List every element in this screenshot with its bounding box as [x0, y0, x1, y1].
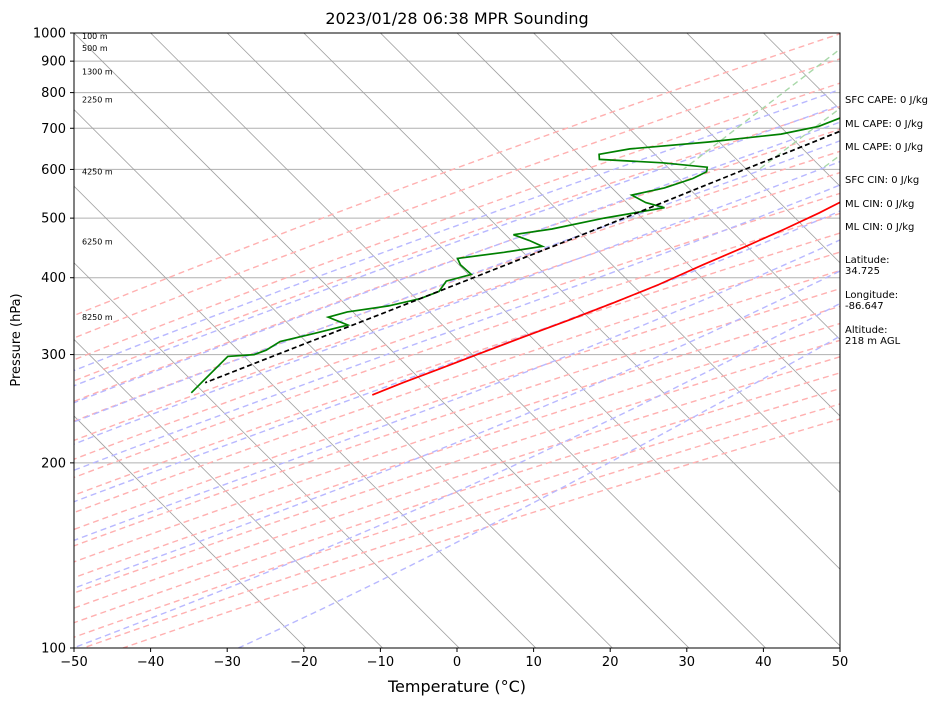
x-tick-label: 0: [453, 655, 461, 670]
moist-adiabat-line: [74, 160, 840, 445]
mixing-ratio-line: [758, 107, 840, 170]
y-tick-label: 300: [41, 348, 66, 363]
ml-cin-text-2: ML CIN: 0 J/kg: [845, 222, 915, 233]
x-axis-label: Temperature (°C): [387, 677, 526, 696]
dry-adiabat-line: [74, 58, 840, 339]
y-tick-label: 600: [41, 163, 66, 178]
x-tick-label: 50: [832, 655, 849, 670]
x-tick-label: −30: [213, 655, 240, 670]
ml-cape-text-1: ML CAPE: 0 J/kg: [845, 119, 924, 130]
isotherm-line: [533, 33, 840, 340]
y-tick-label: 900: [41, 55, 66, 70]
axis-ticks: −50 −40 −30 −20 −10 0 10 20 30 40 50 1000 900 800 700 6…: [33, 27, 848, 671]
longitude-text: Longitude: -86.647: [845, 290, 899, 312]
dry-adiabat-line: [74, 82, 840, 361]
isotherm-line: [74, 415, 307, 648]
x-tick-label: −10: [367, 655, 394, 670]
dry-adiabat-line: [74, 322, 840, 579]
isotherm-line: [456, 33, 840, 417]
moist-adiabat-line: [74, 184, 840, 471]
dry-adiabat-line: [74, 251, 840, 514]
height-label: 100 m: [82, 32, 108, 41]
y-tick-label: 400: [41, 271, 66, 286]
plot-frame: [73, 32, 841, 649]
isotherm-line: [74, 338, 383, 648]
y-tick-label: 800: [41, 86, 66, 101]
altitude-text: Altitude: 218 m AGL: [845, 325, 901, 347]
isotherm-line: [609, 33, 840, 264]
isotherm-line: [74, 262, 460, 648]
x-tick-label: −20: [290, 655, 317, 670]
moist-adiabat-line: [74, 302, 840, 648]
dry-adiabat-line: [74, 105, 840, 382]
x-tick-label: 20: [602, 655, 619, 670]
dry-adiabat-line: [74, 287, 840, 547]
dry-adiabat-line: [74, 192, 840, 460]
x-tick-label: −50: [60, 655, 87, 670]
dry-adiabat-line: [74, 232, 840, 496]
parcel-profile-line: [204, 130, 840, 384]
ml-cape-text-2: ML CAPE: 0 J/kg: [845, 142, 924, 153]
x-tick-label: 30: [679, 655, 696, 670]
moist-adiabat-line: [74, 88, 840, 372]
x-tick-label: −40: [137, 655, 164, 670]
series-lines: [190, 117, 840, 396]
moist-adiabat-line: [74, 140, 840, 423]
background-lines: [74, 33, 840, 648]
x-tick-label: 10: [525, 655, 542, 670]
chart-title: 2023/01/28 06:38 MPR Sounding: [325, 9, 588, 28]
isotherm-line: [226, 33, 840, 647]
ml-cin-text-1: ML CIN: 0 J/kg: [845, 199, 915, 210]
dry-adiabat-line: [74, 150, 840, 422]
sfc-cape-text: SFC CAPE: 0 J/kg: [845, 95, 928, 106]
isotherm-line: [74, 109, 613, 648]
x-tick-label: 40: [755, 655, 772, 670]
isotherm-line: [686, 33, 840, 187]
y-tick-label: 1000: [33, 27, 66, 42]
latitude-text: Latitude: 34.725: [845, 255, 890, 277]
y-tick-label: 100: [41, 642, 66, 657]
height-labels: 100 m 500 m 1300 m 2250 m 4250 m 6250 m 8250 m: [82, 32, 113, 322]
sfc-cin-text: SFC CIN: 0 J/kg: [845, 175, 920, 186]
height-label: 2250 m: [82, 95, 113, 104]
dry-adiabat-line: [74, 128, 840, 403]
isotherm-line: [74, 33, 690, 648]
dry-adiabat-line: [74, 372, 840, 624]
isotherm-line: [303, 33, 840, 570]
height-label: 1300 m: [82, 68, 113, 77]
height-label: 6250 m: [82, 238, 113, 247]
y-axis-label: Pressure (hPa): [9, 293, 24, 386]
height-label: 4250 m: [82, 168, 113, 177]
dry-adiabat-line: [74, 339, 840, 594]
isotherm-line: [150, 33, 766, 648]
height-label: 8250 m: [82, 313, 113, 322]
y-tick-label: 700: [41, 122, 66, 137]
height-label: 500 m: [82, 44, 108, 53]
dry-adiabat-line: [74, 33, 840, 317]
dewpoint-profile-line: [190, 117, 840, 394]
isotherm-line: [380, 33, 840, 494]
mixing-ratio-line: [682, 48, 840, 170]
y-tick-label: 500: [41, 212, 66, 227]
isotherm-line: [74, 185, 537, 648]
y-tick-label: 200: [41, 456, 66, 471]
temperature-profile-line: [371, 201, 840, 396]
